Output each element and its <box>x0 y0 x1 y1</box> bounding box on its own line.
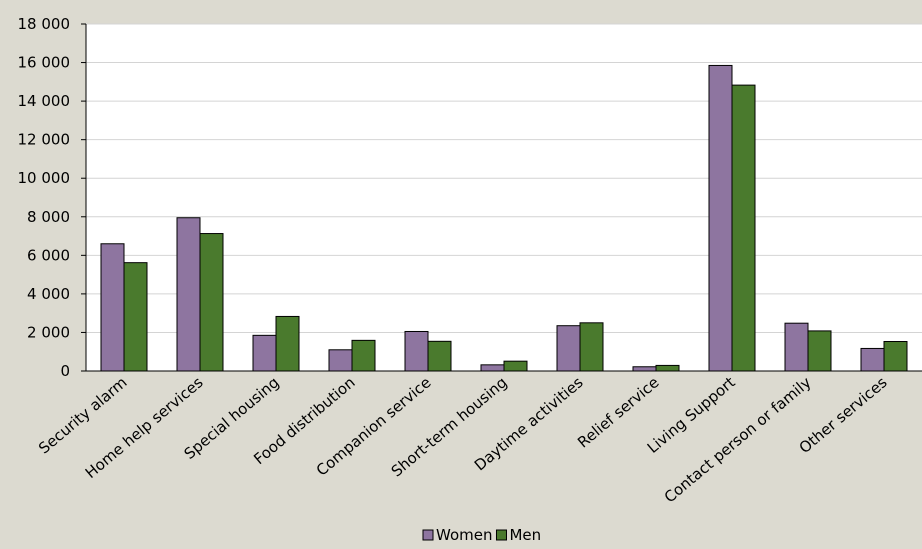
bar-men <box>807 330 832 372</box>
y-tick-label: 18 000 <box>18 15 71 33</box>
y-tick-label: 16 000 <box>18 54 71 72</box>
bar-men <box>123 262 148 372</box>
y-axis-ticks: 0 2 000 4 000 6 000 8 000 10 000 12 000 14 000 1… <box>18 15 86 380</box>
gridlines <box>86 23 922 333</box>
bar-women <box>100 243 125 372</box>
legend-swatch-women <box>422 529 434 541</box>
bar-women <box>328 349 353 372</box>
legend-swatch-men <box>495 529 507 541</box>
y-tick-label: 14 000 <box>18 92 71 110</box>
plot-area <box>86 24 922 371</box>
bar-women <box>480 364 505 372</box>
bar-men <box>655 364 680 372</box>
legend: Women Men <box>422 526 541 544</box>
bar-women <box>860 347 885 372</box>
bar-women <box>708 64 733 372</box>
y-tick-label: 4 000 <box>27 285 70 303</box>
bar-men <box>579 322 604 372</box>
bar-women <box>784 322 809 372</box>
bar-men <box>883 341 908 372</box>
bar-men <box>731 84 756 372</box>
legend-label-women: Women <box>436 526 492 544</box>
y-tick-label: 2 000 <box>27 323 70 341</box>
y-tick-label: 8 000 <box>27 208 70 226</box>
x-category-label: Contact person or family <box>661 373 815 506</box>
y-tick-label: 0 <box>60 362 70 380</box>
bars <box>100 64 908 372</box>
y-tick-label: 6 000 <box>27 246 70 264</box>
bar-men <box>275 315 300 372</box>
bar-women <box>176 217 201 372</box>
bar-women <box>404 330 429 372</box>
legend-label-men: Men <box>509 526 541 544</box>
bar-women <box>252 334 277 372</box>
bar-women <box>556 325 581 372</box>
bar-men <box>199 233 224 372</box>
y-tick-label: 10 000 <box>18 169 71 187</box>
y-tick-label: 12 000 <box>18 131 71 149</box>
bar-men <box>351 339 376 372</box>
bar-men <box>503 360 528 372</box>
bar-men <box>427 340 452 372</box>
bar-women <box>632 366 657 372</box>
